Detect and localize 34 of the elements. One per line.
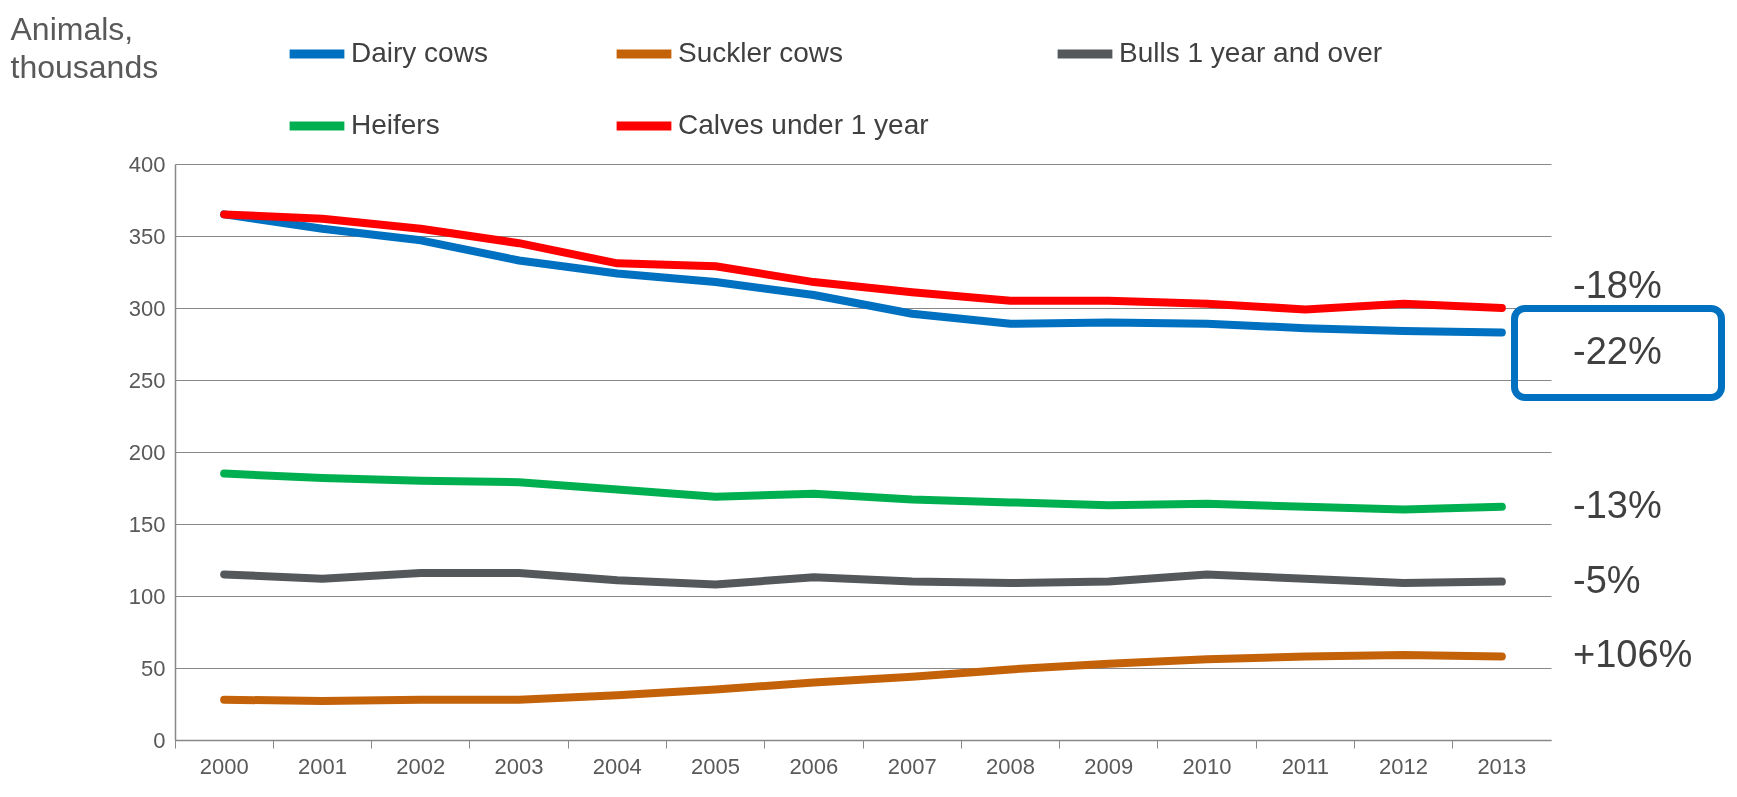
x-tick-label: 2013: [1477, 753, 1527, 779]
y-tick-label: 400: [128, 151, 166, 177]
x-tick-label: 2010: [1182, 753, 1232, 779]
y-tick-label: 50: [141, 655, 166, 681]
x-tick-label: 2003: [494, 753, 544, 779]
y-tick-label: 200: [128, 439, 166, 465]
x-tick-label: 2009: [1084, 753, 1134, 779]
y-tick-label: 100: [128, 583, 166, 609]
legend-label: Suckler cows: [678, 37, 843, 68]
annotation: -5%: [1573, 558, 1641, 601]
x-tick-label: 2002: [396, 753, 446, 779]
x-tick-label: 2007: [887, 753, 937, 779]
y-tick-label: 350: [128, 223, 166, 249]
legend-label: Dairy cows: [351, 37, 488, 68]
x-tick-label: 2001: [297, 753, 347, 779]
x-tick-label: 2006: [789, 753, 839, 779]
x-tick-label: 2004: [592, 753, 642, 779]
x-tick-label: 2011: [1281, 753, 1329, 779]
x-tick-label: 2000: [199, 753, 249, 779]
x-tick-label: 2005: [691, 753, 741, 779]
legend-label: Bulls 1 year and over: [1119, 37, 1383, 68]
legend-label: Calves under 1 year: [678, 109, 929, 140]
annotation: +106%: [1573, 633, 1693, 676]
x-tick-label: 2012: [1379, 753, 1429, 779]
legend-label: Heifers: [351, 109, 440, 140]
annotation: -13%: [1573, 483, 1662, 526]
y-tick-label: 300: [128, 295, 166, 321]
annotation: -22%: [1573, 330, 1662, 373]
y-tick-label: 0: [153, 727, 166, 753]
y-tick-label: 150: [128, 511, 166, 537]
annotation: -18%: [1573, 264, 1662, 307]
y-axis-title: Animals, thousands: [10, 10, 159, 85]
x-tick-label: 2008: [985, 753, 1035, 779]
y-tick-label: 250: [128, 367, 166, 393]
